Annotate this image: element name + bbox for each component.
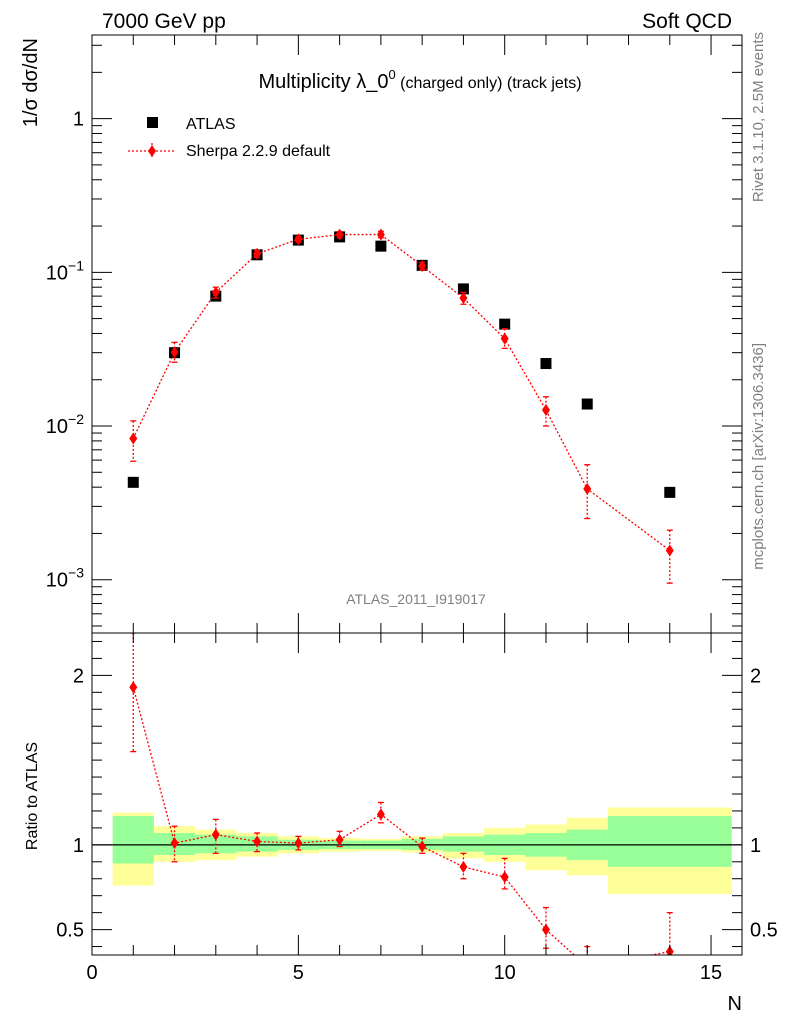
ratio-ylabel: Ratio to ATLAS <box>24 742 41 850</box>
plot-title: Multiplicity λ_00 (charged only) (track … <box>258 67 581 93</box>
ratio-ytick-label-left: 1 <box>73 835 84 857</box>
main-ytick-label-base: 10 <box>46 262 68 284</box>
sherpa-point <box>583 482 592 495</box>
main-ytick-label-exp: −3 <box>68 565 84 581</box>
sherpa-point <box>129 432 138 445</box>
legend-atlas-label: ATLAS <box>186 116 236 133</box>
atlas-point <box>664 486 676 498</box>
ratio-xtick-label: 15 <box>700 962 722 984</box>
plot-title-rest: (charged only) (track jets) <box>396 75 582 92</box>
sherpa-point <box>253 247 262 260</box>
ratio-sherpa-point <box>253 835 262 848</box>
header-energy: 7000 GeV pp <box>102 10 226 33</box>
main-ytick-label: 1 <box>73 109 84 131</box>
ratio-sherpa-point <box>541 923 550 936</box>
main-ytick-label-base: 10 <box>46 570 68 592</box>
ratio-panel: 0.5 0.5 1 1 2 2 0 5 10 15 <box>56 632 778 984</box>
legend-sherpa-marker <box>148 145 156 157</box>
x-axis-label: N <box>728 993 742 1015</box>
sherpa-point <box>335 228 344 241</box>
ratio-sherpa-point <box>335 833 344 846</box>
sherpa-point <box>418 259 427 272</box>
atlas-point <box>457 283 469 295</box>
atlas-point <box>375 240 387 252</box>
sherpa-point <box>170 346 179 359</box>
main-ytick-label-base: 10 <box>46 416 68 438</box>
sherpa-point <box>294 233 303 246</box>
ratio-sherpa-point <box>418 840 427 853</box>
main-ytick-label: 10−2 <box>46 411 84 438</box>
mcplots-label: mcplots.cern.ch [arXiv:1306.3436] <box>750 343 767 570</box>
sherpa-point <box>500 332 509 345</box>
main-panel: 110−110−210−3 <box>46 34 743 634</box>
ratio-sherpa-point <box>294 837 303 850</box>
main-ytick-label: 10−1 <box>46 257 84 284</box>
ratio-ytick-label-left: 2 <box>73 665 84 687</box>
ratio-band-inner <box>442 836 485 852</box>
ratio-sherpa-point <box>459 860 468 873</box>
sherpa-point <box>541 404 550 417</box>
main-ytick-label-exp: −1 <box>68 257 84 273</box>
ratio-ytick-label-right: 0.5 <box>750 920 778 942</box>
header-process: Soft QCD <box>642 10 732 33</box>
ratio-xtick-label: 5 <box>293 962 304 984</box>
main-ytick-label-exp: −2 <box>68 411 84 427</box>
atlas-point <box>581 398 593 410</box>
plot-title-main: Multiplicity λ_0 <box>258 71 388 93</box>
ratio-sherpa-point <box>211 828 220 841</box>
ratio-sherpa-point <box>170 837 179 850</box>
legend: ATLAS Sherpa 2.2.9 default <box>128 116 331 160</box>
legend-atlas-marker <box>147 117 158 128</box>
ratio-sherpa-point <box>376 808 385 821</box>
ratio-sherpa-point <box>583 961 591 973</box>
ratio-ytick-label-right: 1 <box>750 835 761 857</box>
legend-sherpa-label: Sherpa 2.2.9 default <box>186 143 331 160</box>
sherpa-point <box>665 544 674 557</box>
rivet-version-label: Rivet 3.1.10, 2.5M events <box>750 32 767 202</box>
analysis-tag: ATLAS_2011_I919017 <box>346 591 486 607</box>
atlas-point <box>499 318 511 330</box>
ratio-band-inner <box>112 816 154 864</box>
ratio-sherpa-point <box>500 871 509 884</box>
main-data-layer <box>127 228 676 584</box>
sherpa-point <box>211 286 220 299</box>
main-ytick-label: 10−3 <box>46 565 84 592</box>
main-ytick-label-base: 1 <box>73 109 84 131</box>
sherpa-line <box>132 233 671 551</box>
ratio-band-inner <box>607 816 732 867</box>
ratio-ytick-label-left: 0.5 <box>56 920 84 942</box>
ratio-xtick-label: 10 <box>494 962 516 984</box>
ratio-data-layer <box>92 633 742 973</box>
ratio-xtick-label: 0 <box>86 962 97 984</box>
atlas-point <box>127 476 139 488</box>
sherpa-point <box>459 292 468 305</box>
ratio-ytick-label-right: 2 <box>750 665 761 687</box>
ratio-sherpa-point <box>129 681 138 694</box>
sherpa-point <box>376 228 385 241</box>
main-ylabel: 1/σ dσ/dN <box>20 38 42 127</box>
atlas-point <box>540 358 552 370</box>
plot-title-sup: 0 <box>388 67 395 82</box>
ratio-frame <box>91 632 743 956</box>
